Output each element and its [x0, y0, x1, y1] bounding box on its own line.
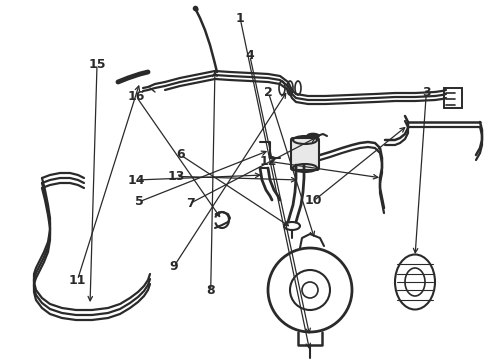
- Text: 7: 7: [186, 197, 195, 210]
- Text: 4: 4: [245, 49, 254, 62]
- Text: 13: 13: [168, 170, 185, 183]
- FancyBboxPatch shape: [291, 138, 319, 170]
- Text: 15: 15: [88, 58, 106, 71]
- Text: 5: 5: [135, 195, 144, 208]
- Bar: [444, 88, 462, 108]
- Text: 3: 3: [422, 86, 431, 99]
- Text: 11: 11: [69, 274, 86, 287]
- Ellipse shape: [307, 134, 319, 139]
- Text: 6: 6: [176, 148, 185, 161]
- Text: 14: 14: [127, 174, 145, 186]
- Text: 16: 16: [127, 90, 145, 103]
- Text: 12: 12: [260, 155, 277, 168]
- Text: 10: 10: [305, 194, 322, 207]
- Text: 1: 1: [236, 12, 245, 24]
- Text: 2: 2: [264, 86, 273, 99]
- Text: 8: 8: [206, 284, 215, 297]
- Text: 9: 9: [170, 260, 178, 273]
